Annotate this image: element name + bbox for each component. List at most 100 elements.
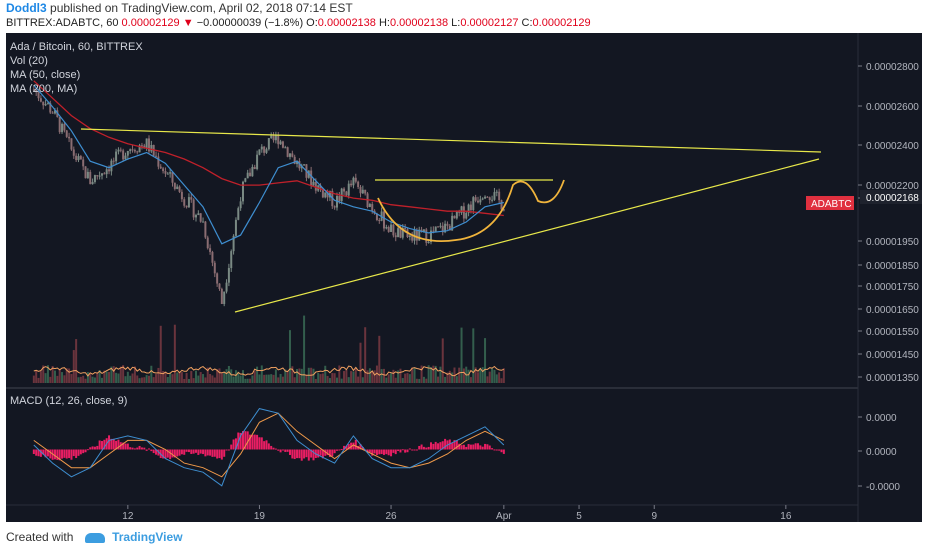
candle-body [223,291,226,304]
macd-histogram-bar [258,437,261,450]
macd-histogram-bar [491,448,494,450]
candle-body [265,149,268,153]
macd-histogram-bar [371,449,374,456]
volume-bar [397,370,400,383]
macd-histogram-bar [284,449,287,452]
candle-body [140,145,143,147]
macd-histogram-bar [399,449,402,453]
candle-body [159,166,162,169]
volume-bar [420,365,423,383]
price-tick-label: 0.00001550 [866,327,919,338]
macd-histogram-bar [244,431,247,450]
candle-body [401,227,404,238]
volume-bar [434,365,437,383]
candle-body [484,196,487,199]
volume-bar [427,365,430,383]
volume-bar [211,375,214,383]
macd-histogram-bar [65,449,68,459]
macd-histogram-bar [380,449,383,455]
volume-bar [112,366,115,383]
volume-bar [37,377,40,383]
macd-histogram-bar [420,444,423,450]
volume-bar [345,370,348,383]
volume-bar [75,339,78,383]
macd-histogram-bar [171,449,174,458]
macd-histogram-bar [183,449,186,455]
volume-bar [150,365,153,383]
macd-line [33,408,505,487]
candle-body [434,226,437,232]
candle-body [286,147,289,157]
macd-histogram-bar [279,449,282,453]
volume-bar [110,366,113,383]
macd-histogram-bar [129,447,132,450]
macd-histogram-bar [361,447,364,450]
volume-bar [286,370,289,383]
macd-histogram-bar [79,449,82,455]
macd-histogram-bar [75,449,78,458]
volume-bar [220,372,223,383]
macd-histogram-bar [392,449,395,453]
volume-bar [260,365,263,383]
macd-histogram-bar [345,445,348,450]
macd-histogram-bar [404,449,407,453]
candle-body [429,230,432,242]
price-tick-label: 0.00001750 [866,282,919,293]
symbol-badge [806,196,854,210]
macd-histogram-bar [96,445,99,450]
volume-bar [352,371,355,383]
volume-bar [89,374,92,383]
volume-bar [340,378,343,383]
upper-trendline [80,128,822,153]
macd-histogram-bar [164,449,167,459]
price-tick-label: 0.00002800 [866,62,919,73]
volume-bar [131,373,134,383]
macd-histogram-bar [89,447,92,450]
created-with-text: Created with [6,530,74,544]
volume-bar [124,376,127,383]
price-tick-label: 0.00002400 [866,141,919,152]
macd-histogram-bar [455,440,458,450]
volume-bar [77,377,80,383]
macd-histogram-bar [157,449,160,456]
volume-bar [162,371,165,383]
candle-body [190,197,193,200]
author-link[interactable]: Doddl3 [6,1,47,15]
macd-histogram-bar [469,444,472,450]
volume-bar [399,368,402,383]
volume-bar [324,365,327,383]
candle-body [359,187,362,194]
price-tick-label: 0.00001350 [866,373,919,384]
volume-bar [281,376,284,383]
volume-bar [481,367,484,383]
chart-background [6,33,922,522]
volume-bar [291,366,294,383]
macd-histogram-bar [375,449,378,456]
volume-bar [288,330,291,383]
macd-histogram-bar [321,449,324,459]
macd-histogram-bar [502,449,505,454]
candle-body [460,206,463,213]
macd-histogram-bar [143,447,146,450]
macd-histogram-bar [216,449,219,459]
tradingview-brand[interactable]: TradingView [112,530,183,544]
candle-body [451,215,454,231]
macd-histogram-bar [335,449,338,451]
chart-area[interactable]: 0.00002800 0.00002600 0.00002400 0.00002200… [6,33,922,522]
candle-body [467,204,470,213]
volume-bar [145,375,148,383]
candle-body [432,230,435,232]
candle-body [91,181,94,185]
macd-histogram-bar [277,449,280,451]
macd-histogram-bar [413,449,416,451]
volume-bar [375,365,378,383]
macd-histogram-bar [328,449,331,457]
macd-histogram-bar [422,446,425,450]
volume-bar [213,377,216,383]
macd-histogram-bar [394,449,397,455]
volume-bar [359,342,362,383]
candle-body [495,191,498,193]
candle-body [352,177,355,186]
chart-svg[interactable]: 0.00002800 0.00002600 0.00002400 0.00002200… [6,33,922,522]
volume-bar [122,365,125,383]
